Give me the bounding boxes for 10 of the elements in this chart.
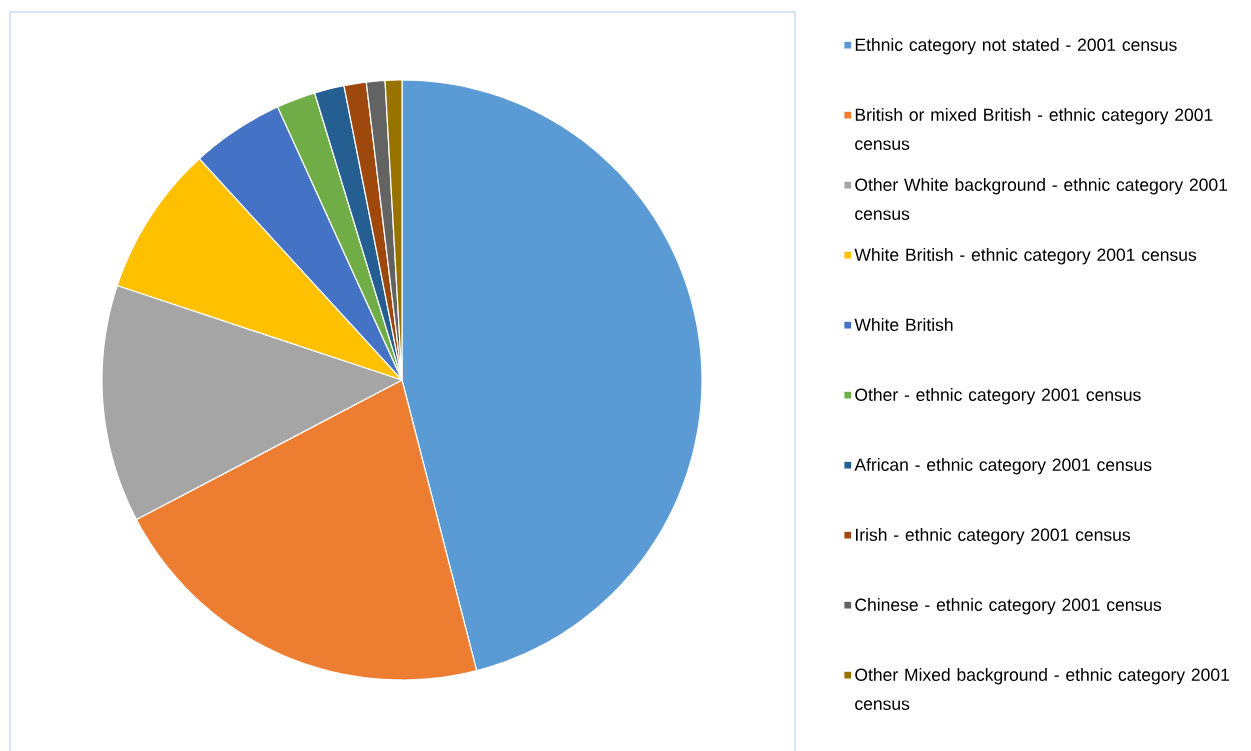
legend-label: Irish - ethnic category 2001 census bbox=[856, 528, 1130, 545]
legend-label: Ethnic category not stated - 2001 census bbox=[855, 38, 1177, 55]
legend-label: Chinese - ethnic category 2001 census bbox=[855, 598, 1162, 615]
legend-label: British or mixed British - ethnic category 2001 census bbox=[855, 108, 1213, 150]
legend-label: Other - ethnic category 2001 census bbox=[855, 388, 1141, 405]
legend-label: White British bbox=[854, 318, 953, 331]
legend-label: Other Mixed background - ethnic category 2001 census bbox=[855, 668, 1229, 710]
legend-label: Other White background - ethnic category 2001 census bbox=[855, 178, 1228, 220]
legend-label: African - ethnic category 2001 census bbox=[854, 458, 1152, 475]
legend-label: White British - ethnic category 2001 census bbox=[854, 248, 1197, 265]
